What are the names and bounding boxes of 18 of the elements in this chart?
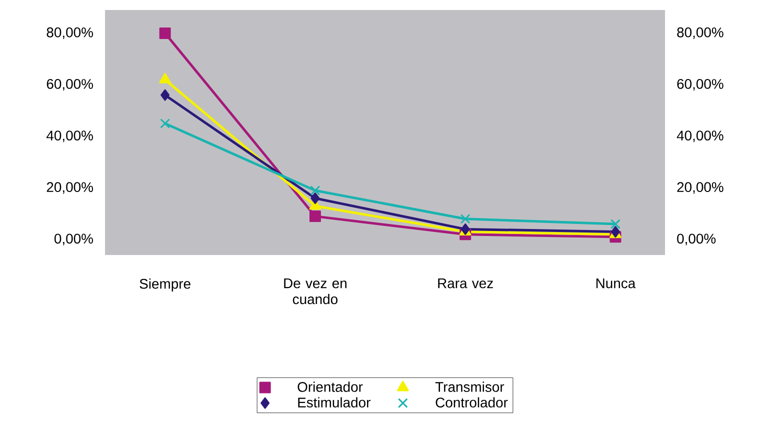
y2-tick-label: 40,00%	[676, 130, 724, 142]
x-tick-label: Rara vez	[438, 278, 493, 288]
legend-label: Controlador	[436, 397, 508, 408]
y2-tick-label: 80,00%	[677, 27, 724, 39]
legend-label: Orientador	[298, 382, 363, 392]
y-tick-label: 40,00%	[46, 130, 93, 142]
legend-label: Transmisor	[435, 382, 504, 392]
y-tick-label: 60,00%	[46, 79, 93, 91]
y-tick-label: 80,00%	[46, 27, 93, 39]
x-tick-label: Nunca	[596, 278, 636, 288]
y-tick-label: 20,00%	[46, 182, 93, 194]
y-tick-label: 0,00%	[54, 234, 93, 246]
x-tick-label: De vez en cuando	[284, 278, 346, 304]
x-tick-label: Siempre	[140, 278, 190, 292]
legend-label: Estimulador	[298, 397, 370, 408]
y2-tick-label: 20,00%	[677, 182, 724, 194]
y2-tick-label: 0,00%	[677, 234, 716, 246]
y2-tick-label: 60,00%	[677, 79, 724, 91]
